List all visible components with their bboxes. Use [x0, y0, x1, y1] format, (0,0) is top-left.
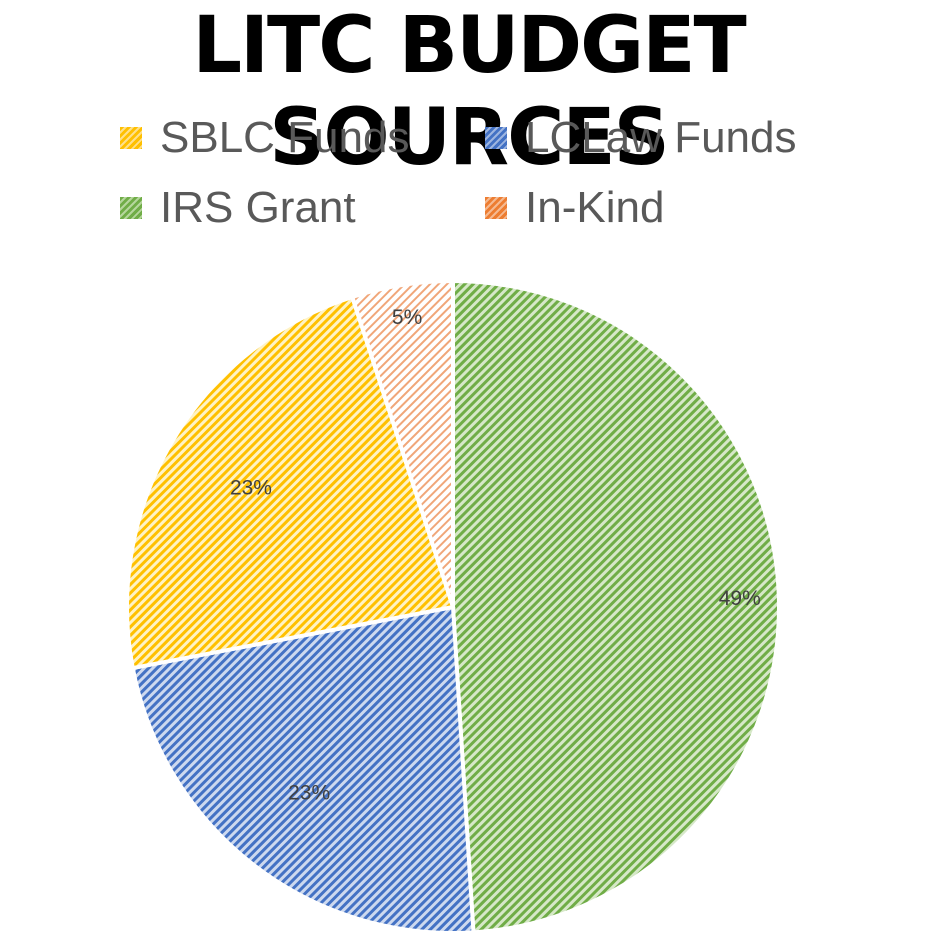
- legend: SBLC Funds LCLaw Funds IRS Grant In-Kind: [120, 112, 840, 234]
- slice-lclaw-funds: [130, 604, 476, 935]
- legend-swatch-sblc: [120, 127, 142, 149]
- data-label: 23%: [230, 477, 272, 500]
- legend-item-irs: IRS Grant: [120, 182, 485, 234]
- legend-swatch-lclaw: [485, 127, 507, 149]
- data-label: 5%: [392, 306, 422, 329]
- slice-irs-grant: [451, 278, 781, 935]
- legend-swatch-irs: [120, 197, 142, 219]
- slice-in-kind: [349, 278, 455, 608]
- legend-item-inkind: In-Kind: [485, 182, 840, 234]
- data-label: 23%: [288, 781, 330, 804]
- chart-title: LITC BUDGET SOURCES: [192, 1, 746, 183]
- legend-item-lclaw: LCLaw Funds: [485, 112, 840, 164]
- slice-sblc-funds: [125, 294, 456, 671]
- legend-swatch-inkind: [485, 197, 507, 219]
- data-label: 49%: [719, 587, 761, 610]
- legend-item-sblc: SBLC Funds: [120, 112, 485, 164]
